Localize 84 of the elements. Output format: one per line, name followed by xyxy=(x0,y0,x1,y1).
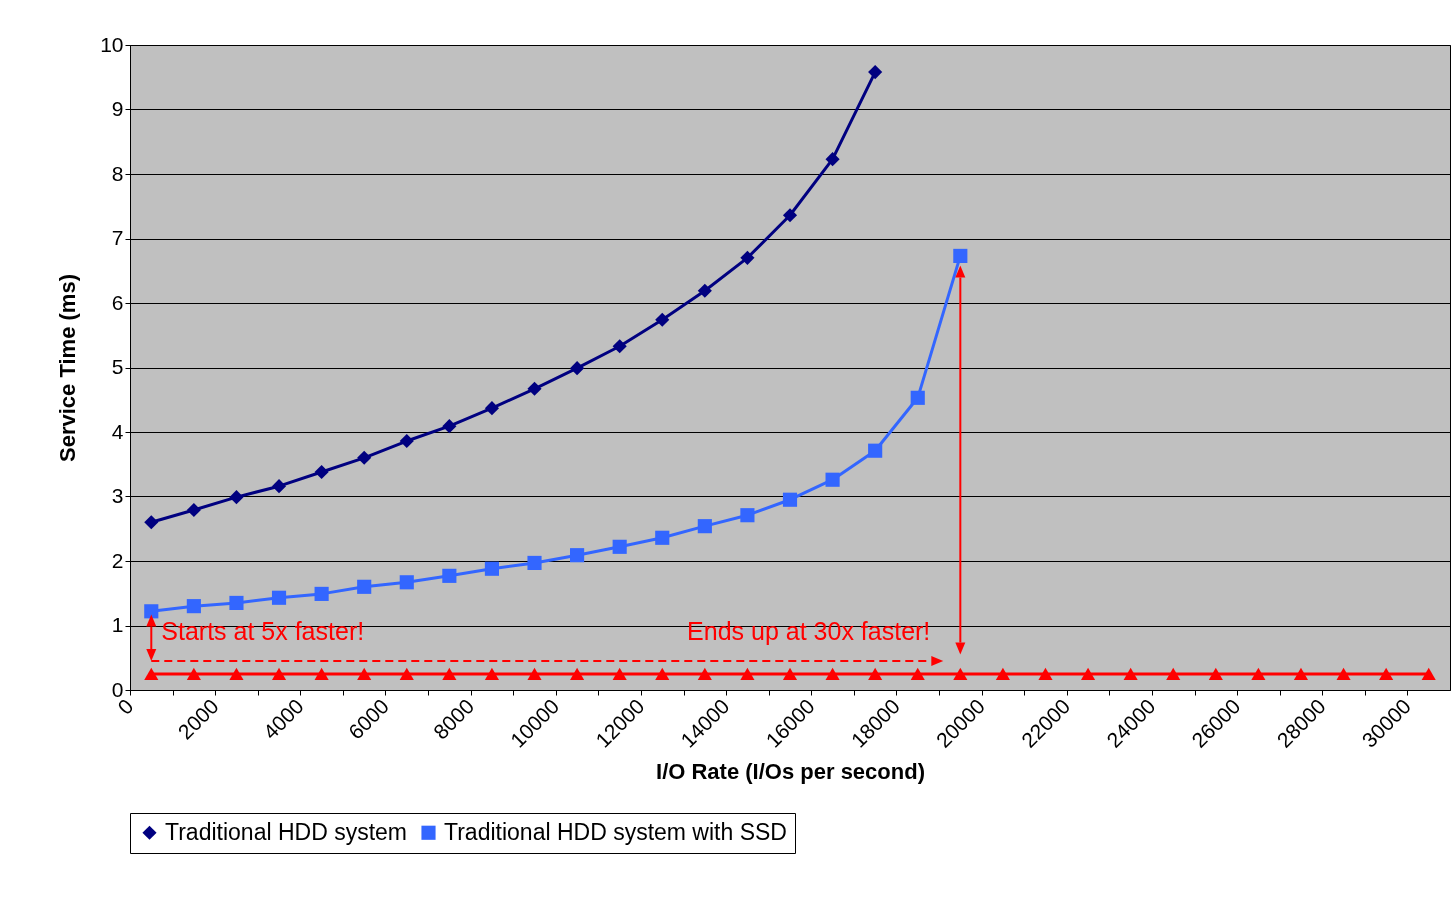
point xyxy=(1379,667,1394,680)
point xyxy=(314,464,329,480)
point xyxy=(314,586,329,601)
point xyxy=(484,667,500,680)
point xyxy=(399,575,414,590)
point xyxy=(144,667,159,680)
point xyxy=(697,519,712,534)
point xyxy=(910,667,925,680)
y-tick-label: 3 xyxy=(111,484,124,507)
point xyxy=(953,667,968,680)
point xyxy=(271,667,287,680)
y-tick-label: 10 xyxy=(100,32,124,56)
y-axis-title: Service Time (ms) xyxy=(55,274,81,462)
point xyxy=(782,667,798,680)
point xyxy=(612,339,627,354)
point xyxy=(825,667,840,680)
point xyxy=(1293,667,1309,680)
point xyxy=(484,561,500,576)
point xyxy=(399,667,414,680)
point xyxy=(229,595,244,610)
legend-label: Traditional HDD system xyxy=(165,818,407,845)
point xyxy=(868,65,883,80)
point xyxy=(1208,667,1223,680)
point xyxy=(1123,667,1138,680)
x-axis-title: I/O Rate (I/Os per second) xyxy=(656,758,925,784)
point xyxy=(570,667,585,680)
y-tick-label: 1 xyxy=(111,613,124,636)
point xyxy=(868,443,883,458)
point xyxy=(655,667,670,680)
point xyxy=(825,472,840,487)
point xyxy=(1166,667,1181,680)
point xyxy=(1336,667,1351,680)
y-tick-label: 9 xyxy=(111,97,124,120)
point xyxy=(910,390,925,405)
point xyxy=(868,667,883,680)
point xyxy=(825,152,840,167)
point xyxy=(655,530,670,545)
point xyxy=(782,492,798,507)
point xyxy=(271,479,287,494)
point xyxy=(612,539,627,554)
point xyxy=(357,579,372,594)
y-tick-label: 6 xyxy=(111,290,124,314)
point xyxy=(1080,667,1096,680)
point xyxy=(527,555,542,571)
point xyxy=(357,667,372,680)
point xyxy=(995,667,1010,680)
point xyxy=(740,667,755,680)
point xyxy=(612,667,627,680)
point xyxy=(484,401,500,416)
point xyxy=(271,590,287,605)
y-tick-label: 5 xyxy=(111,355,124,378)
y-tick-label: 7 xyxy=(111,226,124,249)
point xyxy=(357,450,372,465)
legend-label: Traditional HDD system with SSD xyxy=(444,818,787,845)
point xyxy=(527,381,542,396)
point xyxy=(570,548,585,563)
point xyxy=(186,502,201,518)
point xyxy=(314,667,329,680)
point xyxy=(697,283,712,298)
point xyxy=(186,599,201,614)
point xyxy=(442,568,457,583)
point xyxy=(697,667,712,680)
point xyxy=(655,312,670,327)
point xyxy=(1038,667,1053,680)
point xyxy=(229,490,244,505)
point xyxy=(144,515,159,530)
y-tick-label: 4 xyxy=(111,419,124,443)
point xyxy=(399,433,414,449)
point xyxy=(953,248,968,263)
y-tick-label: 8 xyxy=(111,161,124,185)
point xyxy=(527,667,542,680)
point xyxy=(186,667,201,680)
point xyxy=(442,419,457,434)
y-tick-label: 0 xyxy=(111,677,124,701)
point xyxy=(229,667,244,680)
point xyxy=(1251,667,1266,680)
point xyxy=(442,667,457,680)
point xyxy=(570,361,585,376)
point xyxy=(740,250,755,265)
y-tick-label: 2 xyxy=(111,548,124,572)
point xyxy=(782,208,798,223)
point xyxy=(740,508,755,523)
point xyxy=(144,604,159,619)
point xyxy=(1421,667,1436,680)
